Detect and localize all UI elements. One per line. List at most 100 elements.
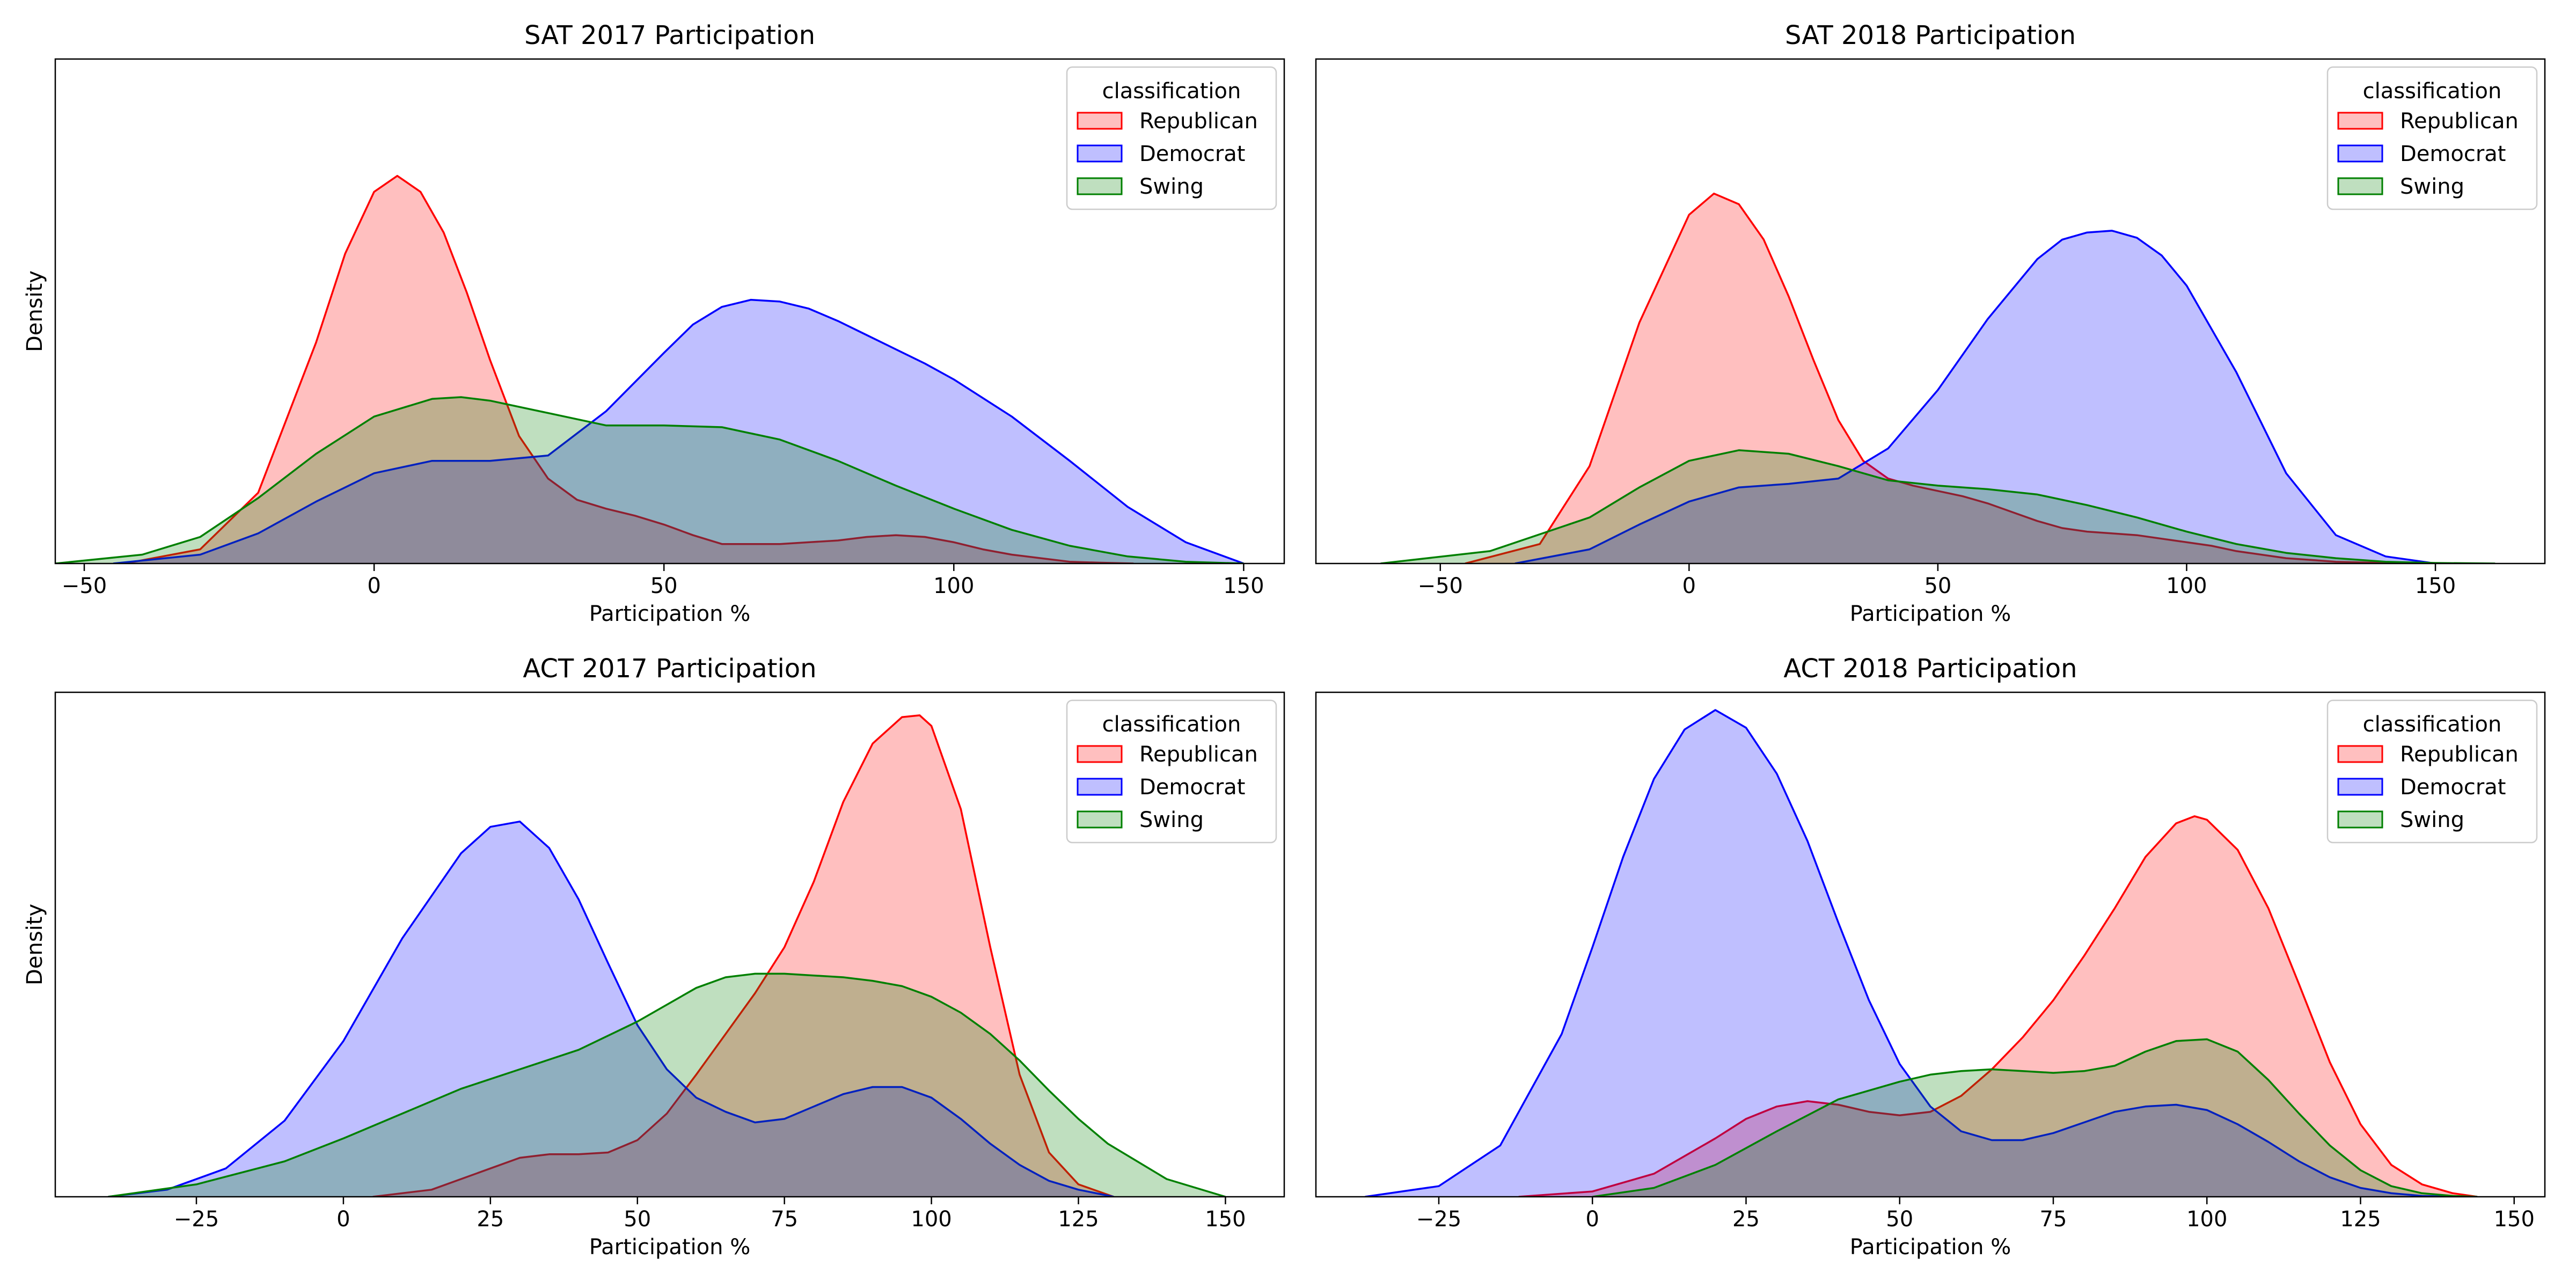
x-tick-label: 150 xyxy=(1205,1207,1246,1232)
x-tick-label: 0 xyxy=(367,574,380,598)
kde-fill-swing xyxy=(1380,450,2496,564)
kde-line-democrat xyxy=(108,821,1114,1197)
x-tick-label: 0 xyxy=(1586,1207,1599,1232)
x-tick-label: 0 xyxy=(336,1207,350,1232)
x-tick-label: 125 xyxy=(1058,1207,1099,1232)
kde-line-swing xyxy=(1380,449,2496,564)
legend-entry-democrat: Democrat xyxy=(2400,775,2506,800)
kde-line-republican xyxy=(1518,815,2478,1197)
subplot-title: SAT 2018 Participation xyxy=(1785,20,2076,50)
legend-swatch-republican xyxy=(1077,112,1123,130)
x-axis-label: Participation % xyxy=(589,602,750,626)
subplot-1: −50 0 50 100 150 SAT 2017 Participation Partic… xyxy=(23,20,1285,626)
legend-entry-democrat: Democrat xyxy=(1139,775,1245,800)
kde-line-democrat xyxy=(1514,230,2436,564)
kde-line-swing xyxy=(1592,1038,2478,1197)
legend-swatch-swing xyxy=(2337,810,2383,829)
legend-entry-republican: Republican xyxy=(1139,742,1258,767)
legend-title: classification xyxy=(2363,712,2502,737)
subplot-4: −25 0 25 50 75 100 125 150 ACT 2018 Participatio… xyxy=(1315,654,2546,1260)
legend-box xyxy=(1066,699,1277,844)
legend-swatch-democrat xyxy=(2337,144,2383,163)
kde-fill-democrat xyxy=(1365,710,2477,1197)
kde-fill-democrat xyxy=(113,299,1244,564)
x-tick-label: −25 xyxy=(1416,1207,1461,1232)
x-tick-label: 150 xyxy=(1223,574,1264,598)
legend-swatch-democrat xyxy=(1077,144,1123,163)
kde-fill-swing xyxy=(55,397,1244,564)
x-axis-label: Participation % xyxy=(589,1235,750,1260)
subplot-title: SAT 2017 Participation xyxy=(524,20,815,50)
legend-title: classification xyxy=(1102,79,1241,104)
legend-entry-swing: Swing xyxy=(2400,174,2464,199)
x-tick-label: 50 xyxy=(1924,574,1951,598)
legend-entry-swing: Swing xyxy=(1139,174,1204,199)
plot-frame xyxy=(54,691,1285,1198)
kde-fill-swing xyxy=(1592,1039,2477,1197)
kde-fill-swing xyxy=(108,974,1226,1197)
density-curves xyxy=(55,174,1245,564)
x-tick-label: 50 xyxy=(1886,1207,1913,1232)
plot-frame xyxy=(1315,691,2546,1198)
legend-entry-democrat: Democrat xyxy=(1139,142,1245,166)
kde-line-democrat xyxy=(113,298,1245,564)
legend-box xyxy=(2326,699,2538,844)
legend-entry-swing: Swing xyxy=(1139,808,1204,832)
legend-swatch-swing xyxy=(2337,177,2383,195)
legend-entry-republican: Republican xyxy=(1139,109,1258,134)
subplot-3: −25 0 25 50 75 100 125 150 ACT 2017 Participatio… xyxy=(23,654,1285,1260)
legend-entry-democrat: Democrat xyxy=(2400,142,2506,166)
kde-fill-republican xyxy=(372,715,1114,1197)
legend-box xyxy=(1066,66,1277,210)
x-tick-label: 100 xyxy=(2186,1207,2227,1232)
x-tick-label: −50 xyxy=(1418,574,1463,598)
kde-fill-republican xyxy=(1465,193,2426,564)
legend-swatch-republican xyxy=(2337,745,2383,763)
y-axis-label: Density xyxy=(23,904,47,985)
legend-swatch-swing xyxy=(1077,810,1123,829)
x-tick-label: 0 xyxy=(1682,574,1696,598)
legend: classification Republican Democrat Swing xyxy=(2326,699,2538,844)
legend: classification Republican Democrat Swing xyxy=(2326,66,2538,210)
x-tick-label: 100 xyxy=(933,574,974,598)
x-tick-label: 50 xyxy=(624,1207,651,1232)
kde-fill-republican xyxy=(1518,816,2477,1197)
legend-entry-swing: Swing xyxy=(2400,808,2464,832)
x-tick-label: 25 xyxy=(1732,1207,1760,1232)
kde-line-democrat xyxy=(1365,709,2478,1197)
legend-swatch-republican xyxy=(2337,112,2383,130)
subplot-2: −50 0 50 100 150 SAT 2018 Participation Partic… xyxy=(1315,20,2546,626)
kde-line-republican xyxy=(125,174,1134,564)
kde-fill-republican xyxy=(125,175,1134,564)
density-curves xyxy=(1380,192,2496,564)
legend-title: classification xyxy=(2363,79,2502,104)
x-tick-label: −25 xyxy=(174,1207,219,1232)
kde-line-republican xyxy=(372,714,1114,1197)
legend-entry-republican: Republican xyxy=(2400,109,2519,134)
kde-line-swing xyxy=(55,396,1244,564)
y-axis-label: Density xyxy=(23,270,47,352)
plot-frame xyxy=(1315,58,2546,565)
legend-swatch-republican xyxy=(1077,745,1123,763)
legend-title: classification xyxy=(1102,712,1241,737)
subplot-title: ACT 2017 Participation xyxy=(523,654,816,684)
x-tick-label: 25 xyxy=(477,1207,504,1232)
x-tick-label: 50 xyxy=(650,574,678,598)
x-tick-label: 150 xyxy=(2415,574,2456,598)
x-tick-label: 75 xyxy=(2040,1207,2067,1232)
x-tick-label: 75 xyxy=(771,1207,798,1232)
x-tick-label: 150 xyxy=(2494,1207,2535,1232)
x-axis-label: Participation % xyxy=(1850,1235,2011,1260)
kde-line-republican xyxy=(1465,192,2426,564)
legend: classification Republican Democrat Swing xyxy=(1066,699,1277,844)
x-tick-label: 125 xyxy=(2340,1207,2381,1232)
legend: classification Republican Democrat Swing xyxy=(1066,66,1277,210)
legend-swatch-democrat xyxy=(2337,778,2383,796)
legend-swatch-swing xyxy=(1077,177,1123,195)
subplot-title: ACT 2018 Participation xyxy=(1783,654,2077,684)
density-curves xyxy=(1365,709,2478,1197)
kde-line-swing xyxy=(108,972,1226,1197)
x-tick-label: −50 xyxy=(62,574,107,598)
